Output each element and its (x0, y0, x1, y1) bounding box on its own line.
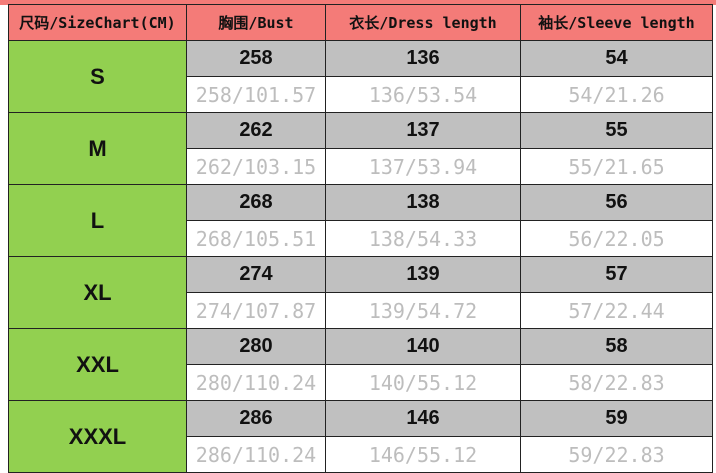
table-row-converted: 286/110.24 146/55.12 59/22.83 (9, 436, 713, 473)
bust-converted-cell: 262/103.15 (186, 148, 326, 185)
size-cell: XXL (8, 328, 187, 401)
size-cell: XL (8, 256, 187, 329)
sleeve-length-converted-cell: 58/22.83 (520, 364, 713, 401)
sleeve-length-converted-cell: 54/21.26 (520, 76, 713, 113)
bust-cell: 274 (186, 256, 326, 293)
table-row-cm: XXL 280 140 58 (8, 328, 713, 401)
dress-length-cell: 140 (325, 328, 521, 365)
size-chart-table: 尺码/SizeChart(CM) 胸围/Bust 衣长/Dress length… (8, 4, 713, 473)
dress-length-converted-cell: 137/53.94 (325, 148, 521, 185)
table-row-cm: XL 274 139 57 (8, 256, 713, 329)
table-row-converted: 280/110.24 140/55.12 58/22.83 (9, 364, 713, 401)
dress-length-converted-cell: 146/55.12 (325, 436, 521, 473)
sleeve-length-converted-cell: 55/21.65 (520, 148, 713, 185)
table-row-cm: XXXL 286 146 59 (8, 400, 713, 473)
size-cell: XXXL (8, 400, 187, 473)
dress-length-cell: 139 (325, 256, 521, 293)
table-row-converted: 258/101.57 136/53.54 54/21.26 (9, 76, 713, 113)
sleeve-length-converted-cell: 59/22.83 (520, 436, 713, 473)
dress-length-cell: 136 (325, 40, 521, 77)
sleeve-length-cell: 59 (520, 400, 713, 437)
size-cell: M (8, 112, 187, 185)
header-sleeve-length: 袖长/Sleeve length (520, 4, 713, 41)
table-row-converted: 262/103.15 137/53.94 55/21.65 (9, 148, 713, 185)
size-cell: S (8, 40, 187, 113)
bust-cell: 258 (186, 40, 326, 77)
header-size: 尺码/SizeChart(CM) (8, 4, 187, 41)
dress-length-cell: 146 (325, 400, 521, 437)
sleeve-length-cell: 56 (520, 184, 713, 221)
table-row-converted: 268/105.51 138/54.33 56/22.05 (9, 220, 713, 257)
dress-length-converted-cell: 136/53.54 (325, 76, 521, 113)
bust-cell: 262 (186, 112, 326, 149)
dress-length-cell: 138 (325, 184, 521, 221)
size-cell: L (8, 184, 187, 257)
sleeve-length-converted-cell: 56/22.05 (520, 220, 713, 257)
dress-length-converted-cell: 139/54.72 (325, 292, 521, 329)
sleeve-length-cell: 54 (520, 40, 713, 77)
bust-converted-cell: 258/101.57 (186, 76, 326, 113)
sleeve-length-cell: 57 (520, 256, 713, 293)
bust-cell: 280 (186, 328, 326, 365)
bust-converted-cell: 268/105.51 (186, 220, 326, 257)
dress-length-converted-cell: 138/54.33 (325, 220, 521, 257)
header-dress-length: 衣长/Dress length (325, 4, 521, 41)
table-row-converted: 274/107.87 139/54.72 57/22.44 (9, 292, 713, 329)
sleeve-length-cell: 58 (520, 328, 713, 365)
bust-converted-cell: 280/110.24 (186, 364, 326, 401)
header-row: 尺码/SizeChart(CM) 胸围/Bust 衣长/Dress length… (8, 4, 713, 41)
sleeve-length-cell: 55 (520, 112, 713, 149)
table-row-cm: S 258 136 54 (8, 40, 713, 113)
table-row-cm: M 262 137 55 (8, 112, 713, 185)
sleeve-length-converted-cell: 57/22.44 (520, 292, 713, 329)
dress-length-cell: 137 (325, 112, 521, 149)
bust-cell: 286 (186, 400, 326, 437)
table-row-cm: L 268 138 56 (8, 184, 713, 257)
header-bust: 胸围/Bust (186, 4, 326, 41)
dress-length-converted-cell: 140/55.12 (325, 364, 521, 401)
bust-converted-cell: 286/110.24 (186, 436, 326, 473)
top-strip (0, 0, 716, 5)
bust-converted-cell: 274/107.87 (186, 292, 326, 329)
bust-cell: 268 (186, 184, 326, 221)
